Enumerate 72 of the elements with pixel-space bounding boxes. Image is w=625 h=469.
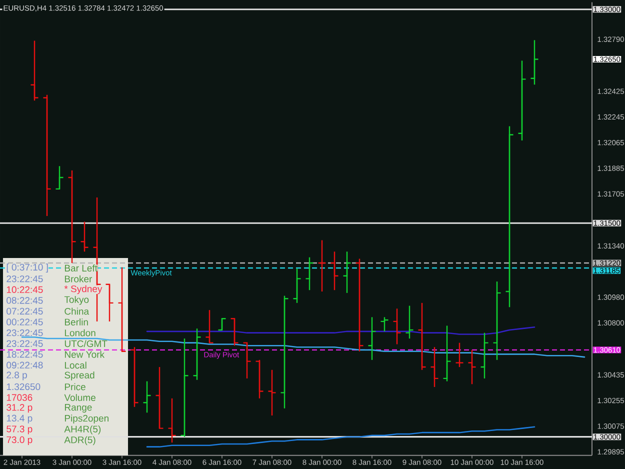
annotation: Local <box>64 362 86 369</box>
annotation: 00:22:45 <box>6 318 43 326</box>
annotation: AH4R(5) <box>64 425 101 434</box>
candlestick <box>30 40 39 102</box>
annotation: 23:22:45 <box>6 275 43 282</box>
annotation: * Sydney <box>64 285 102 294</box>
annotation: 31.2 p <box>6 404 32 413</box>
annotation: New York <box>64 350 105 358</box>
candlestick <box>105 284 114 322</box>
annotation: Berlin <box>64 318 88 326</box>
annotation: 23:22:45 <box>6 340 43 347</box>
candlestick <box>180 338 189 438</box>
candlestick <box>330 251 339 291</box>
candlestick <box>405 305 414 340</box>
candlestick <box>518 60 526 142</box>
annotation: 2.8 p <box>6 372 27 380</box>
annotation: Broker <box>64 275 92 282</box>
annotation: 73.0 p <box>6 436 32 445</box>
candlestick <box>505 126 514 308</box>
annotation: Spread <box>64 372 94 380</box>
candlestick <box>368 316 376 361</box>
annotation: 13.4 p <box>6 414 32 424</box>
candlestick <box>280 295 289 409</box>
annotation: UTC/GMT <box>64 340 108 348</box>
annotation: 57.3 p <box>6 426 32 434</box>
candlestick <box>480 332 489 380</box>
candlestick <box>292 268 302 304</box>
candlestick <box>42 94 52 217</box>
candlestick <box>192 328 202 380</box>
candlestick <box>142 380 152 414</box>
candlestick <box>155 366 164 429</box>
annotation: Pips2open <box>64 414 108 424</box>
candlestick <box>205 309 214 344</box>
annotation: 10:22:45 <box>6 286 43 293</box>
candlestick <box>530 40 539 86</box>
annotation: Bar Left <box>64 264 98 272</box>
annotation: 1.32650 <box>6 383 40 390</box>
annotation: 09:22:48 <box>6 362 43 369</box>
candlestick <box>242 342 252 380</box>
candlestick <box>218 318 226 331</box>
candlestick <box>468 349 476 385</box>
annotation: China <box>64 308 90 315</box>
annotation: 08:22:45 <box>6 297 43 304</box>
candlestick <box>268 369 276 416</box>
candlestick <box>455 342 464 368</box>
annotation: 23:22:45 <box>6 329 43 336</box>
candlestick <box>55 166 64 190</box>
candlestick <box>168 398 176 444</box>
candlestick <box>342 251 352 294</box>
annotation: Price <box>64 383 86 390</box>
annotation: 07:22:45 <box>6 308 43 315</box>
annotation: Tokyo <box>64 296 89 305</box>
annotation: 17036 <box>6 394 32 401</box>
annotation: 18:22:45 <box>6 351 43 358</box>
candlestick <box>430 346 439 388</box>
annotation: [ 0:37:10 ] <box>6 264 48 272</box>
candlestick <box>442 325 452 382</box>
candlestick <box>305 256 314 291</box>
candlestick <box>255 359 264 399</box>
candlestick <box>130 346 139 408</box>
candlestick <box>80 221 89 252</box>
annotation: ADR(5) <box>64 436 96 446</box>
candlestick <box>118 266 126 352</box>
candlestick <box>230 318 239 346</box>
candlestick <box>492 280 502 361</box>
candlestick <box>355 258 364 352</box>
candlestick <box>68 170 76 264</box>
candlestick <box>418 302 426 370</box>
annotation: London <box>64 329 96 336</box>
annotation: Volume <box>64 394 96 402</box>
candlestick <box>392 308 402 345</box>
annotation: Range <box>64 404 92 413</box>
